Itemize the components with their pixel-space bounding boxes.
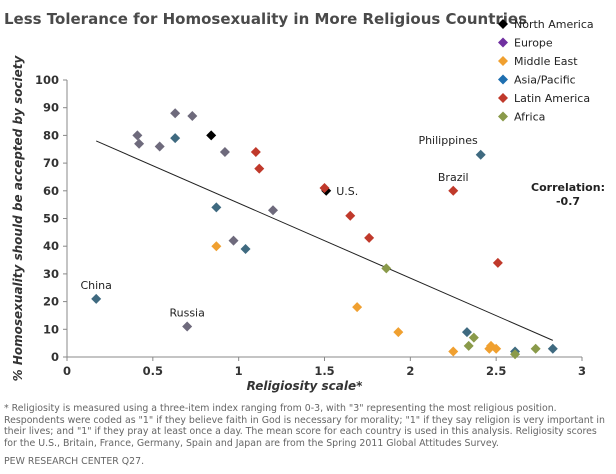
legend-marker [498, 74, 508, 85]
data-point [510, 349, 521, 360]
data-point [448, 185, 459, 196]
point-label: Brazil [438, 171, 469, 184]
y-tick-label: 20 [43, 295, 59, 309]
data-point [393, 327, 404, 338]
data-point [134, 138, 145, 149]
point-label: U.S. [336, 185, 358, 198]
footnote: * Religiosity is measured using a three-… [4, 403, 605, 449]
x-tick-label: 3 [578, 364, 586, 378]
data-point [468, 332, 479, 343]
point-label: Philippines [418, 134, 478, 147]
data-point [530, 343, 541, 354]
x-tick-label: 0 [63, 364, 71, 378]
y-tick-label: 10 [43, 322, 59, 336]
y-tick-label: 90 [43, 101, 59, 115]
data-point [170, 133, 181, 144]
data-point [547, 343, 558, 354]
data-point [319, 183, 330, 194]
legend-marker [498, 19, 508, 29]
y-tick-label: 30 [43, 267, 59, 281]
legend-marker [498, 37, 508, 48]
legend-marker [498, 93, 508, 103]
point-label: Russia [169, 307, 204, 320]
y-tick-label: 40 [43, 239, 59, 253]
legend-marker [498, 111, 508, 122]
x-axis-label: Religiosity scale* [247, 379, 364, 393]
data-point [132, 130, 143, 141]
data-point [211, 241, 222, 252]
data-point [491, 343, 502, 354]
point-label: China [80, 279, 111, 292]
legend-label: Asia/Pacific [514, 74, 576, 87]
legend-label: Europe [514, 37, 553, 50]
y-axis-label: % Homosexuality should be accepted by so… [11, 54, 25, 381]
data-point [461, 327, 472, 338]
data-point [463, 340, 474, 351]
x-tick-label: 1 [235, 364, 243, 378]
data-point [381, 263, 392, 274]
y-tick-label: 50 [43, 212, 59, 226]
data-point [206, 130, 217, 141]
y-tick-label: 0 [51, 350, 59, 364]
data-point [475, 149, 486, 160]
data-point [182, 321, 193, 332]
data-point [211, 202, 222, 213]
legend-label: Middle East [514, 55, 578, 68]
y-tick-label: 80 [43, 128, 59, 142]
x-tick-label: 1.5 [314, 364, 334, 378]
data-point [345, 210, 356, 221]
data-point [250, 147, 261, 158]
y-tick-label: 70 [43, 156, 59, 170]
legend-label: Africa [514, 111, 545, 124]
data-point [268, 205, 278, 216]
x-tick-label: 0.5 [143, 364, 163, 378]
data-point [364, 232, 375, 243]
data-point [492, 257, 503, 268]
x-tick-label: 2.5 [486, 364, 506, 378]
data-point [448, 346, 459, 357]
legend-label: North America [514, 18, 594, 31]
data-point [352, 302, 363, 313]
data-point [228, 235, 239, 246]
y-tick-label: 100 [35, 73, 59, 87]
y-tick-label: 60 [43, 184, 59, 198]
data-point [170, 108, 181, 119]
legend-label: Latin America [514, 92, 590, 105]
data-point [240, 243, 251, 254]
legend-marker [498, 56, 508, 66]
chart-title: Less Tolerance for Homosexuality in More… [4, 10, 528, 28]
data-point [254, 163, 265, 174]
data-point [187, 111, 198, 122]
source: PEW RESEARCH CENTER Q27. [4, 456, 145, 467]
data-point [219, 147, 230, 158]
data-point [154, 141, 165, 152]
trendline [95, 140, 554, 341]
correlation-label: Correlation: [531, 181, 605, 194]
x-tick-label: 2 [406, 364, 414, 378]
data-point [91, 293, 102, 304]
correlation-value: -0.7 [556, 195, 580, 208]
